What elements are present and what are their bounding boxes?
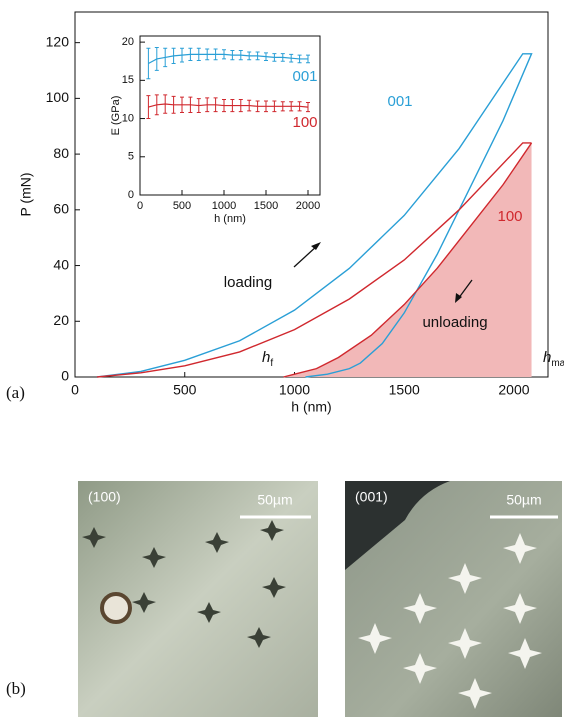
error-bar [221, 98, 226, 113]
panel-label: (b) [6, 679, 26, 698]
micrograph-100 [78, 481, 318, 717]
x-tick-label: 1500 [389, 382, 420, 398]
error-bar [230, 50, 235, 61]
series-label: 100 [292, 114, 317, 131]
series-label: 001 [292, 68, 317, 85]
error-bar [213, 97, 218, 113]
error-bar [272, 53, 277, 62]
error-bar [272, 100, 277, 113]
x-tick-label: 0 [71, 382, 79, 398]
x-tick-label: 500 [173, 200, 191, 212]
error-bar [171, 95, 176, 114]
y-tick-label: 5 [128, 151, 134, 163]
error-bar [238, 50, 243, 61]
error-bar [205, 48, 210, 61]
y-tick-label: 40 [53, 256, 69, 272]
arrow-head [455, 293, 462, 303]
unloading-area [283, 142, 532, 377]
y-tick-label: 80 [53, 145, 69, 161]
x-tick-label: 2000 [498, 382, 529, 398]
error-bar [230, 98, 235, 113]
annotation: unloading [422, 314, 487, 331]
panel-label: (a) [6, 383, 25, 402]
y-tick-label: 20 [122, 36, 134, 48]
image-label: (001) [355, 489, 388, 505]
error-bar [188, 47, 193, 61]
curve [96, 53, 533, 378]
error-bar [263, 52, 268, 61]
y-tick-label: 120 [46, 33, 70, 49]
y-tick-label: 20 [53, 312, 69, 328]
arrow-head [311, 242, 321, 250]
micrograph-001 [345, 481, 562, 717]
error-bar [297, 54, 302, 64]
error-bar [297, 101, 302, 112]
error-bar [163, 94, 168, 114]
curve [283, 142, 533, 378]
scale-label: 50µm [257, 492, 292, 508]
error-bar [247, 51, 252, 61]
error-bar [280, 53, 285, 62]
y-tick-label: 0 [128, 189, 134, 201]
error-bar [154, 94, 159, 116]
annotation: loading [224, 274, 272, 291]
error-bar [196, 47, 201, 61]
error-bar [146, 95, 151, 120]
plot-frame [139, 35, 321, 196]
curve [148, 53, 308, 65]
x-tick-label: 1000 [212, 200, 236, 212]
annotation-main: h [543, 349, 551, 366]
x-tick-label: 1500 [254, 200, 278, 212]
y-tick-label: 100 [46, 89, 70, 105]
scale-label: 50µm [506, 492, 541, 508]
error-bar [188, 96, 193, 113]
error-bar [171, 47, 176, 65]
error-bar [255, 51, 260, 61]
image-label: (100) [88, 489, 121, 505]
error-bar [247, 99, 252, 112]
error-bar [196, 98, 201, 113]
error-bar [305, 54, 310, 64]
x-tick-label: 500 [173, 382, 197, 398]
error-bar [179, 96, 184, 113]
error-bar [289, 53, 294, 63]
x-axis-label: h (nm) [214, 213, 246, 225]
error-bar [280, 101, 285, 112]
error-bar [154, 46, 159, 71]
annotation: hmax [543, 349, 564, 369]
error-bar [263, 100, 268, 113]
y-tick-label: 10 [122, 112, 134, 124]
series-label: 100 [497, 208, 522, 225]
annotation-sub: f [270, 358, 273, 369]
annotation-main: h [262, 349, 270, 366]
arrow [293, 244, 319, 268]
y-axis-label: P (mN) [18, 172, 34, 216]
arrow [457, 279, 473, 300]
error-bar [289, 101, 294, 112]
error-bar [205, 97, 210, 113]
error-bar [213, 48, 218, 61]
error-bar [238, 98, 243, 113]
error-bar [255, 100, 260, 113]
curve [96, 142, 532, 378]
error-bar [179, 47, 184, 63]
curve [148, 103, 309, 108]
y-tick-label: 60 [53, 201, 69, 217]
error-bar [221, 49, 226, 60]
y-tick-label: 15 [122, 74, 134, 86]
x-axis-label: h (nm) [291, 399, 331, 415]
y-axis-label: E (GPa) [110, 96, 122, 136]
series-label: 001 [387, 93, 412, 110]
x-tick-label: 0 [137, 200, 143, 212]
error-bar [146, 47, 151, 80]
error-bar [305, 102, 310, 113]
annotation-sub: max [551, 358, 564, 369]
y-tick-label: 0 [61, 368, 69, 384]
annotation: hf [262, 349, 273, 369]
x-tick-label: 1000 [279, 382, 310, 398]
error-bar [163, 47, 168, 68]
x-tick-label: 2000 [296, 200, 320, 212]
